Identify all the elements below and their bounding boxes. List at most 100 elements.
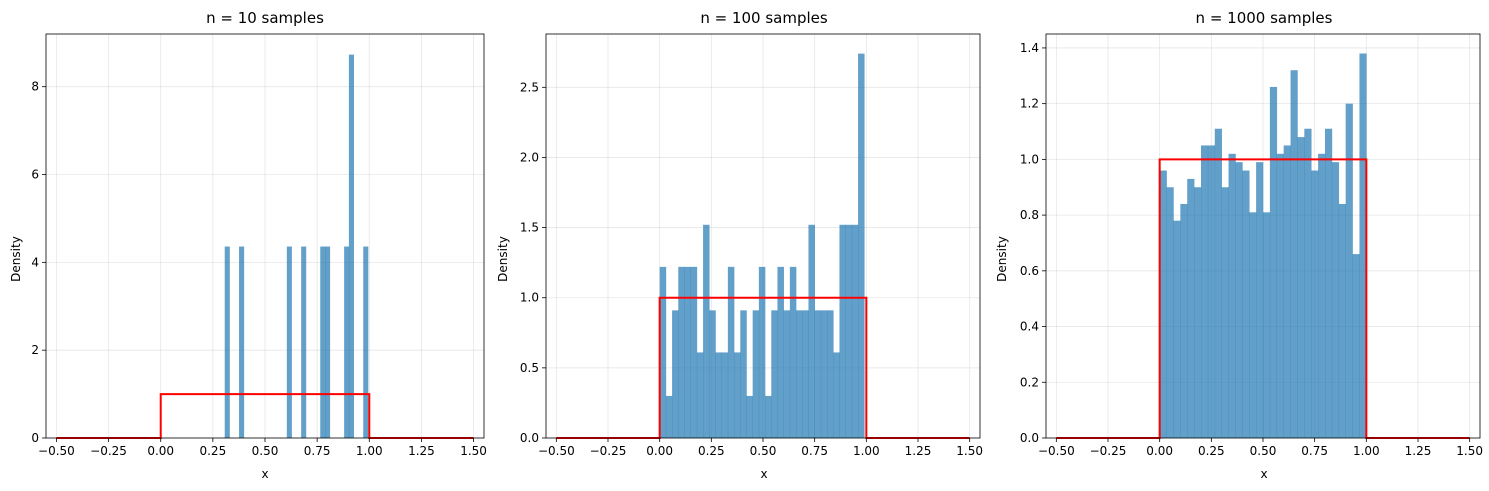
histogram-bar <box>1242 170 1250 438</box>
x-tick-label: 1.00 <box>853 444 880 458</box>
histogram-bar <box>1352 254 1360 438</box>
histogram-bar <box>721 352 729 438</box>
histogram-bar <box>344 246 350 438</box>
x-axis-label: x <box>760 467 767 481</box>
y-tick-label: 2.5 <box>520 80 539 94</box>
histogram-bar <box>833 352 840 438</box>
x-tick-label: 0.50 <box>750 444 777 458</box>
x-axis-label: x <box>261 467 268 481</box>
histogram-bar <box>1331 162 1340 438</box>
chart-title: n = 100 samples <box>700 9 828 27</box>
histogram-bar <box>1297 137 1305 438</box>
histogram-bar <box>224 246 230 438</box>
x-tick-label: 0.75 <box>1301 444 1328 458</box>
histogram-bar <box>1228 153 1236 439</box>
histogram-bar <box>746 395 753 438</box>
y-tick-label: 0.0 <box>1020 431 1039 445</box>
histogram-bar <box>690 266 698 438</box>
y-tick-label: 0.8 <box>1020 208 1039 222</box>
y-tick-label: 0.4 <box>1020 320 1039 334</box>
histogram-bar <box>814 310 822 438</box>
histogram-bar <box>777 266 784 438</box>
x-tick-label: 0.25 <box>1198 444 1225 458</box>
histogram-bar <box>727 266 735 438</box>
x-tick-label: 1.50 <box>460 444 487 458</box>
histogram-bar <box>286 246 292 438</box>
histogram-bar <box>1201 145 1209 438</box>
y-axis-label: Density <box>496 236 510 282</box>
histogram-bar <box>320 246 326 438</box>
histogram-bar <box>1283 145 1291 438</box>
histogram-bar <box>703 224 710 438</box>
y-tick-label: 2 <box>31 343 39 357</box>
y-tick-label: 1.4 <box>1020 41 1039 55</box>
x-tick-label: 1.50 <box>1456 444 1483 458</box>
histogram-bar <box>1221 187 1229 438</box>
x-tick-label: 0.75 <box>304 444 331 458</box>
chart-panel-n10: n = 10 samples x Density −0.50 −0.25 0.00 0… <box>9 9 487 481</box>
histogram-bar <box>796 310 803 438</box>
histogram-bar <box>740 310 747 438</box>
histogram-bar <box>1256 162 1264 438</box>
histogram-bar <box>1359 53 1367 438</box>
y-tick-label: 0.6 <box>1020 264 1039 278</box>
x-tick-label: −0.25 <box>1090 444 1127 458</box>
x-tick-label: −0.25 <box>590 444 627 458</box>
x-tick-label: −0.50 <box>538 444 575 458</box>
y-tick-label: 0.2 <box>1020 375 1039 389</box>
histogram-bar <box>678 266 685 438</box>
histogram-bar <box>239 246 245 438</box>
y-tick-label: 1.2 <box>1020 97 1039 111</box>
histogram-bar <box>820 310 828 438</box>
histogram-bar <box>1269 86 1278 438</box>
histogram-bar <box>858 53 865 439</box>
x-tick-label: 1.50 <box>956 444 983 458</box>
histogram-bar <box>325 246 331 438</box>
histogram-bar <box>1159 170 1167 438</box>
histogram-bar <box>1235 162 1243 438</box>
histogram-bar <box>672 310 679 438</box>
histogram-bar <box>1325 128 1333 439</box>
histogram-bar <box>1338 203 1346 438</box>
x-tick-label: 1.25 <box>408 444 435 458</box>
x-tick-label: 0.25 <box>698 444 725 458</box>
histogram-bar <box>1345 103 1353 438</box>
histogram-bar <box>659 266 667 438</box>
histogram-bar <box>1214 128 1222 439</box>
chart-title: n = 1000 samples <box>1196 9 1333 27</box>
histogram-bar <box>752 310 760 438</box>
histogram-bar <box>665 395 673 438</box>
y-tick-label: 1.0 <box>520 291 539 305</box>
x-tick-label: 1.25 <box>1405 444 1432 458</box>
x-axis-label: x <box>1260 467 1267 481</box>
chart-panel-n100: n = 100 samples x Density −0.50 −0.25 0.00… <box>496 9 983 481</box>
histogram-bar <box>1166 187 1174 438</box>
histogram-bar <box>765 395 772 438</box>
x-tick-label: 1.00 <box>356 444 383 458</box>
histogram-bar <box>1187 178 1195 438</box>
histogram-bar <box>734 352 741 438</box>
chart-title: n = 10 samples <box>206 9 324 27</box>
histogram-bar <box>802 310 809 438</box>
y-tick-label: 0 <box>31 431 39 445</box>
histogram-bar <box>851 224 859 438</box>
y-tick-label: 1.0 <box>1020 152 1039 166</box>
histogram-bar <box>1263 212 1271 438</box>
y-tick-label: 0.5 <box>520 361 539 375</box>
histogram-bar <box>715 352 722 438</box>
histogram-bar <box>1318 153 1326 439</box>
x-tick-label: −0.50 <box>38 444 75 458</box>
histogram-bar <box>1207 145 1216 438</box>
x-tick-label: 0.00 <box>646 444 673 458</box>
y-tick-label: 1.5 <box>520 221 539 235</box>
histogram-bar <box>789 266 797 438</box>
histogram-bar <box>1311 170 1319 438</box>
x-tick-label: −0.50 <box>1038 444 1075 458</box>
histogram-bar <box>839 224 846 438</box>
histogram-bar <box>684 266 691 438</box>
x-tick-label: −0.25 <box>90 444 127 458</box>
histogram-bar <box>1304 128 1312 439</box>
histogram-bar <box>783 310 791 438</box>
histogram-bar <box>1180 203 1188 438</box>
histogram-bar <box>758 266 766 438</box>
